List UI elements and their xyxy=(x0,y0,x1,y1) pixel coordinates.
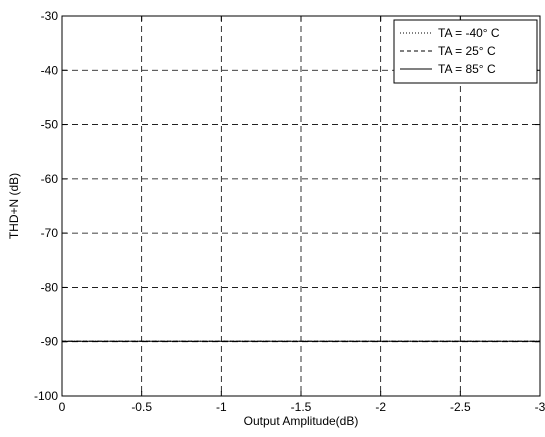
x-tick-label: 0 xyxy=(59,400,66,414)
y-tick-label: -50 xyxy=(41,118,59,132)
x-tick-label: -1 xyxy=(216,400,227,414)
y-tick-labels: -30 -40 -50 -60 -70 -80 -90 -100 xyxy=(34,9,58,403)
x-tick-label: -3 xyxy=(535,400,545,414)
grid-lines xyxy=(62,16,540,396)
y-tick-label: -80 xyxy=(41,280,59,294)
y-tick-label: -30 xyxy=(41,9,59,23)
x-tick-label: -0.5 xyxy=(131,400,152,414)
x-axis-label: Output Amplitude(dB) xyxy=(244,414,359,428)
y-tick-label: -100 xyxy=(34,389,58,403)
x-tick-labels: 0 -0.5 -1 -1.5 -2 -2.5 -3 xyxy=(59,400,545,414)
y-axis-label: THD+N (dB) xyxy=(7,173,21,239)
legend-label: TA = -40° C xyxy=(438,26,500,40)
legend-label: TA = 25° C xyxy=(438,44,496,58)
x-tick-label: -2.5 xyxy=(450,400,471,414)
y-tick-label: -90 xyxy=(41,335,59,349)
x-tick-label: -2 xyxy=(375,400,386,414)
y-tick-label: -40 xyxy=(41,63,59,77)
legend: TA = -40° C TA = 25° C TA = 85° C xyxy=(393,19,538,84)
y-tick-label: -70 xyxy=(41,226,59,240)
y-tick-label: -60 xyxy=(41,172,59,186)
tick-marks xyxy=(61,15,541,397)
x-tick-label: -1.5 xyxy=(291,400,312,414)
legend-label: TA = 85° C xyxy=(438,62,496,76)
